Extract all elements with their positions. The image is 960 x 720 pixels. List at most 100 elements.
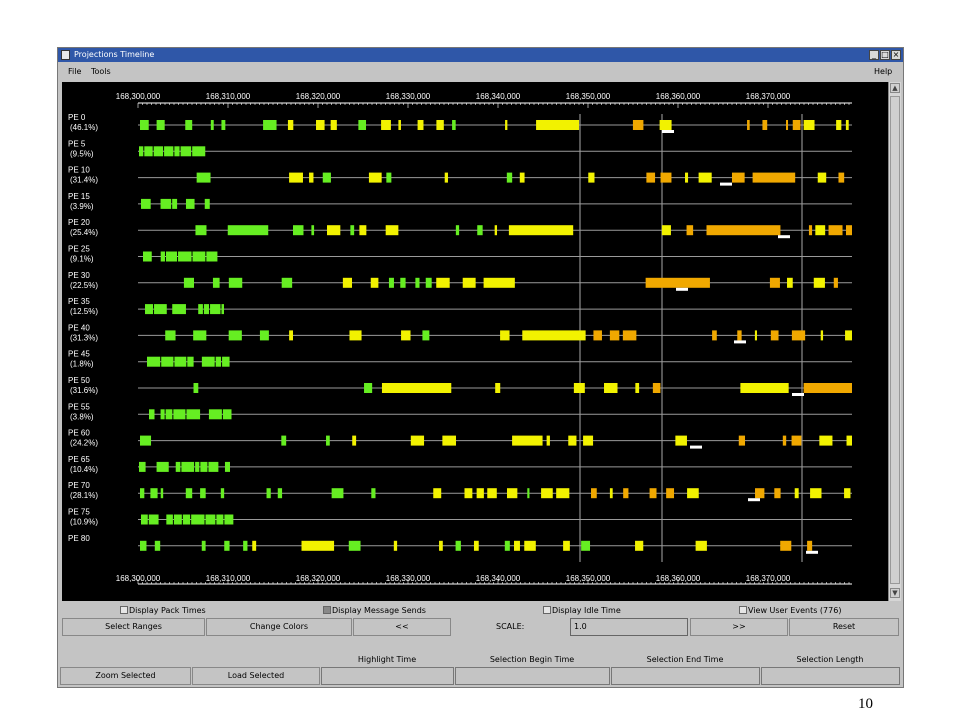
zoom-selected-button[interactable]: Zoom Selected xyxy=(60,667,191,685)
pe-percent: (1.8%) xyxy=(70,360,94,369)
event-block xyxy=(792,120,801,130)
event-block xyxy=(141,514,148,525)
select-ranges-button[interactable]: Select Ranges xyxy=(62,618,205,636)
axis-label: 168,350,000 xyxy=(566,92,611,101)
pe-percent: (3.9%) xyxy=(70,202,94,211)
event-block xyxy=(196,172,211,183)
event-block xyxy=(203,304,210,315)
event-block xyxy=(666,488,675,499)
event-block xyxy=(836,120,842,130)
event-block xyxy=(386,172,392,183)
pe-label: PE 60 xyxy=(68,429,90,438)
reset-button[interactable]: Reset xyxy=(789,618,899,636)
event-block xyxy=(289,330,294,341)
event-block xyxy=(791,435,802,446)
pe-label: PE 30 xyxy=(68,271,90,280)
event-block xyxy=(165,409,173,420)
user-events-checkbox[interactable]: View User Events (776) xyxy=(739,606,841,615)
checkbox-icon xyxy=(120,606,128,614)
pe-label: PE 65 xyxy=(68,455,90,464)
event-block xyxy=(224,514,234,525)
event-block xyxy=(747,120,750,130)
scroll-up-icon[interactable]: ▲ xyxy=(890,83,900,93)
event-block xyxy=(455,225,460,236)
event-block xyxy=(370,277,379,288)
pe-label: PE 15 xyxy=(68,192,90,201)
pe-percent: (28.1%) xyxy=(70,491,98,500)
event-block xyxy=(506,488,518,499)
message-sends-checkbox[interactable]: Display Message Sends xyxy=(323,606,426,615)
event-block xyxy=(505,120,508,130)
axis-label: 168,320,000 xyxy=(296,92,341,101)
event-block xyxy=(301,540,335,551)
event-block xyxy=(706,225,781,236)
event-block xyxy=(687,488,699,499)
display-options: Display Pack Times Display Message Sends… xyxy=(58,604,903,617)
event-block xyxy=(165,251,178,262)
event-block xyxy=(161,356,174,367)
event-block xyxy=(444,172,448,183)
event-block xyxy=(381,383,452,393)
timeline-canvas[interactable]: 168,300,000 168,310,000 168,320,000 168,330… xyxy=(62,82,888,601)
event-block xyxy=(782,435,787,446)
pe-label: PE 80 xyxy=(68,534,90,543)
pe-percent: (9.5%) xyxy=(70,149,94,158)
event-block xyxy=(686,225,694,236)
minimize-icon[interactable]: _ xyxy=(869,50,879,60)
scale-input[interactable]: 1.0 xyxy=(570,618,688,636)
pack-times-checkbox[interactable]: Display Pack Times xyxy=(120,606,206,615)
menu-tools[interactable]: Tools xyxy=(91,67,111,76)
window-title: Projections Timeline xyxy=(74,50,155,59)
vertical-scrollbar[interactable]: ▲ ▼ xyxy=(888,82,901,601)
event-block xyxy=(436,277,450,288)
event-block xyxy=(259,330,269,341)
event-block xyxy=(222,409,232,420)
event-block xyxy=(698,172,712,183)
menu-help[interactable]: Help xyxy=(874,67,893,76)
event-block xyxy=(205,514,216,525)
event-block xyxy=(192,251,206,262)
event-block xyxy=(519,172,525,183)
event-block xyxy=(311,225,315,236)
event-block xyxy=(381,120,391,130)
event-block xyxy=(252,540,257,551)
event-block xyxy=(609,330,620,341)
event-block xyxy=(210,304,221,315)
event-block xyxy=(462,277,476,288)
menu-file[interactable]: File xyxy=(68,67,82,76)
event-block xyxy=(524,540,536,551)
event-block xyxy=(322,172,331,183)
axis-label: 168,320,000 xyxy=(296,574,341,583)
event-block xyxy=(695,540,707,551)
prev-button[interactable]: << xyxy=(353,618,451,636)
event-block xyxy=(185,198,195,209)
pe-label: PE 55 xyxy=(68,402,90,411)
next-button[interactable]: >> xyxy=(690,618,788,636)
idle-time-checkbox[interactable]: Display Idle Time xyxy=(543,606,621,615)
event-block xyxy=(415,277,420,288)
event-block xyxy=(769,277,780,288)
pe-label: PE 50 xyxy=(68,376,90,385)
event-block xyxy=(371,488,376,499)
event-block xyxy=(145,304,154,315)
idle-marker xyxy=(662,130,674,133)
event-block xyxy=(153,146,164,157)
event-block xyxy=(326,435,330,446)
event-block xyxy=(352,435,357,446)
event-block xyxy=(156,120,165,130)
pe-percent: (10.9%) xyxy=(70,518,98,527)
event-block xyxy=(187,356,194,367)
scroll-down-icon[interactable]: ▼ xyxy=(890,588,900,598)
scroll-thumb[interactable] xyxy=(890,96,900,584)
maximize-icon[interactable]: □ xyxy=(880,50,890,60)
pe-label: PE 5 xyxy=(68,139,86,148)
event-block xyxy=(731,172,745,183)
load-selected-button[interactable]: Load Selected xyxy=(192,667,320,685)
timeline-plot[interactable]: 168,300,000 168,310,000 168,320,000 168,330… xyxy=(62,82,888,601)
change-colors-button[interactable]: Change Colors xyxy=(206,618,352,636)
idle-marker xyxy=(720,182,732,186)
close-icon[interactable]: × xyxy=(891,50,901,60)
pe-label: PE 20 xyxy=(68,218,90,227)
event-block xyxy=(815,225,826,236)
event-block xyxy=(200,461,208,472)
